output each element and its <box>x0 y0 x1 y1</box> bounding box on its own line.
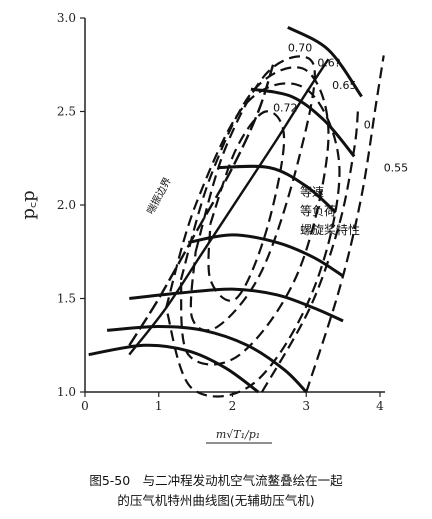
legend-note-propeller: 螺旋桨特性 <box>300 222 360 237</box>
speed-line <box>217 164 337 214</box>
propeller-curve-group <box>128 58 330 356</box>
x-tick-label: 3 <box>302 399 310 413</box>
y-axis-label: p꜀p <box>18 190 39 219</box>
speed-line <box>88 343 260 394</box>
y-tick-label: 1.0 <box>57 385 76 399</box>
efficiency-contour <box>165 82 341 398</box>
efficiency-contour <box>207 110 286 302</box>
x-tick-label: 1 <box>155 399 163 413</box>
figure-caption-line-1: 图5-50 与二冲程发动机空气流鳌叠绘在一起 <box>89 473 343 488</box>
y-tick-label: 2.5 <box>57 105 76 119</box>
surge-line-label: 喘振边界 <box>144 175 174 216</box>
efficiency-label: 0. <box>364 118 375 131</box>
contour-labels: 0.72 0.70 0.6? 0.65 0. 0.55 <box>273 42 408 175</box>
efficiency-contour <box>305 55 385 393</box>
efficiency-contour <box>261 111 359 393</box>
surge-line <box>128 64 275 346</box>
x-tick-label: 4 <box>376 399 384 413</box>
axis-ticks: 0 1 2 3 4 1.0 1.5 2.0 2.5 3.0 <box>57 11 384 413</box>
speed-line <box>106 324 308 394</box>
efficiency-label: 0.6? <box>317 57 340 70</box>
x-tick-label: 2 <box>229 399 237 413</box>
efficiency-label: 0.65 <box>332 79 357 92</box>
y-tick-label: 3.0 <box>57 11 76 25</box>
propeller-curve <box>128 58 330 356</box>
speed-line <box>188 233 344 278</box>
speed-lines <box>88 25 363 394</box>
speed-line <box>287 25 363 98</box>
speed-line <box>250 87 356 158</box>
legend-note-speed: 等速 <box>300 185 324 199</box>
figure-caption-line-2: 的压气机特州曲线图(无辅助压气机) <box>117 493 315 508</box>
legend-note-load: 等负荷 <box>300 204 336 218</box>
efficiency-label: 0.55 <box>384 161 409 174</box>
efficiency-contour <box>179 66 330 366</box>
y-tick-label: 1.5 <box>57 292 76 306</box>
efficiency-label: 0.70 <box>288 42 313 55</box>
y-tick-label: 2.0 <box>57 198 76 212</box>
x-axis-label: m√T₁/p₁ <box>216 428 260 441</box>
efficiency-label: 0.72 <box>273 102 298 115</box>
x-tick-label: 0 <box>81 399 89 413</box>
